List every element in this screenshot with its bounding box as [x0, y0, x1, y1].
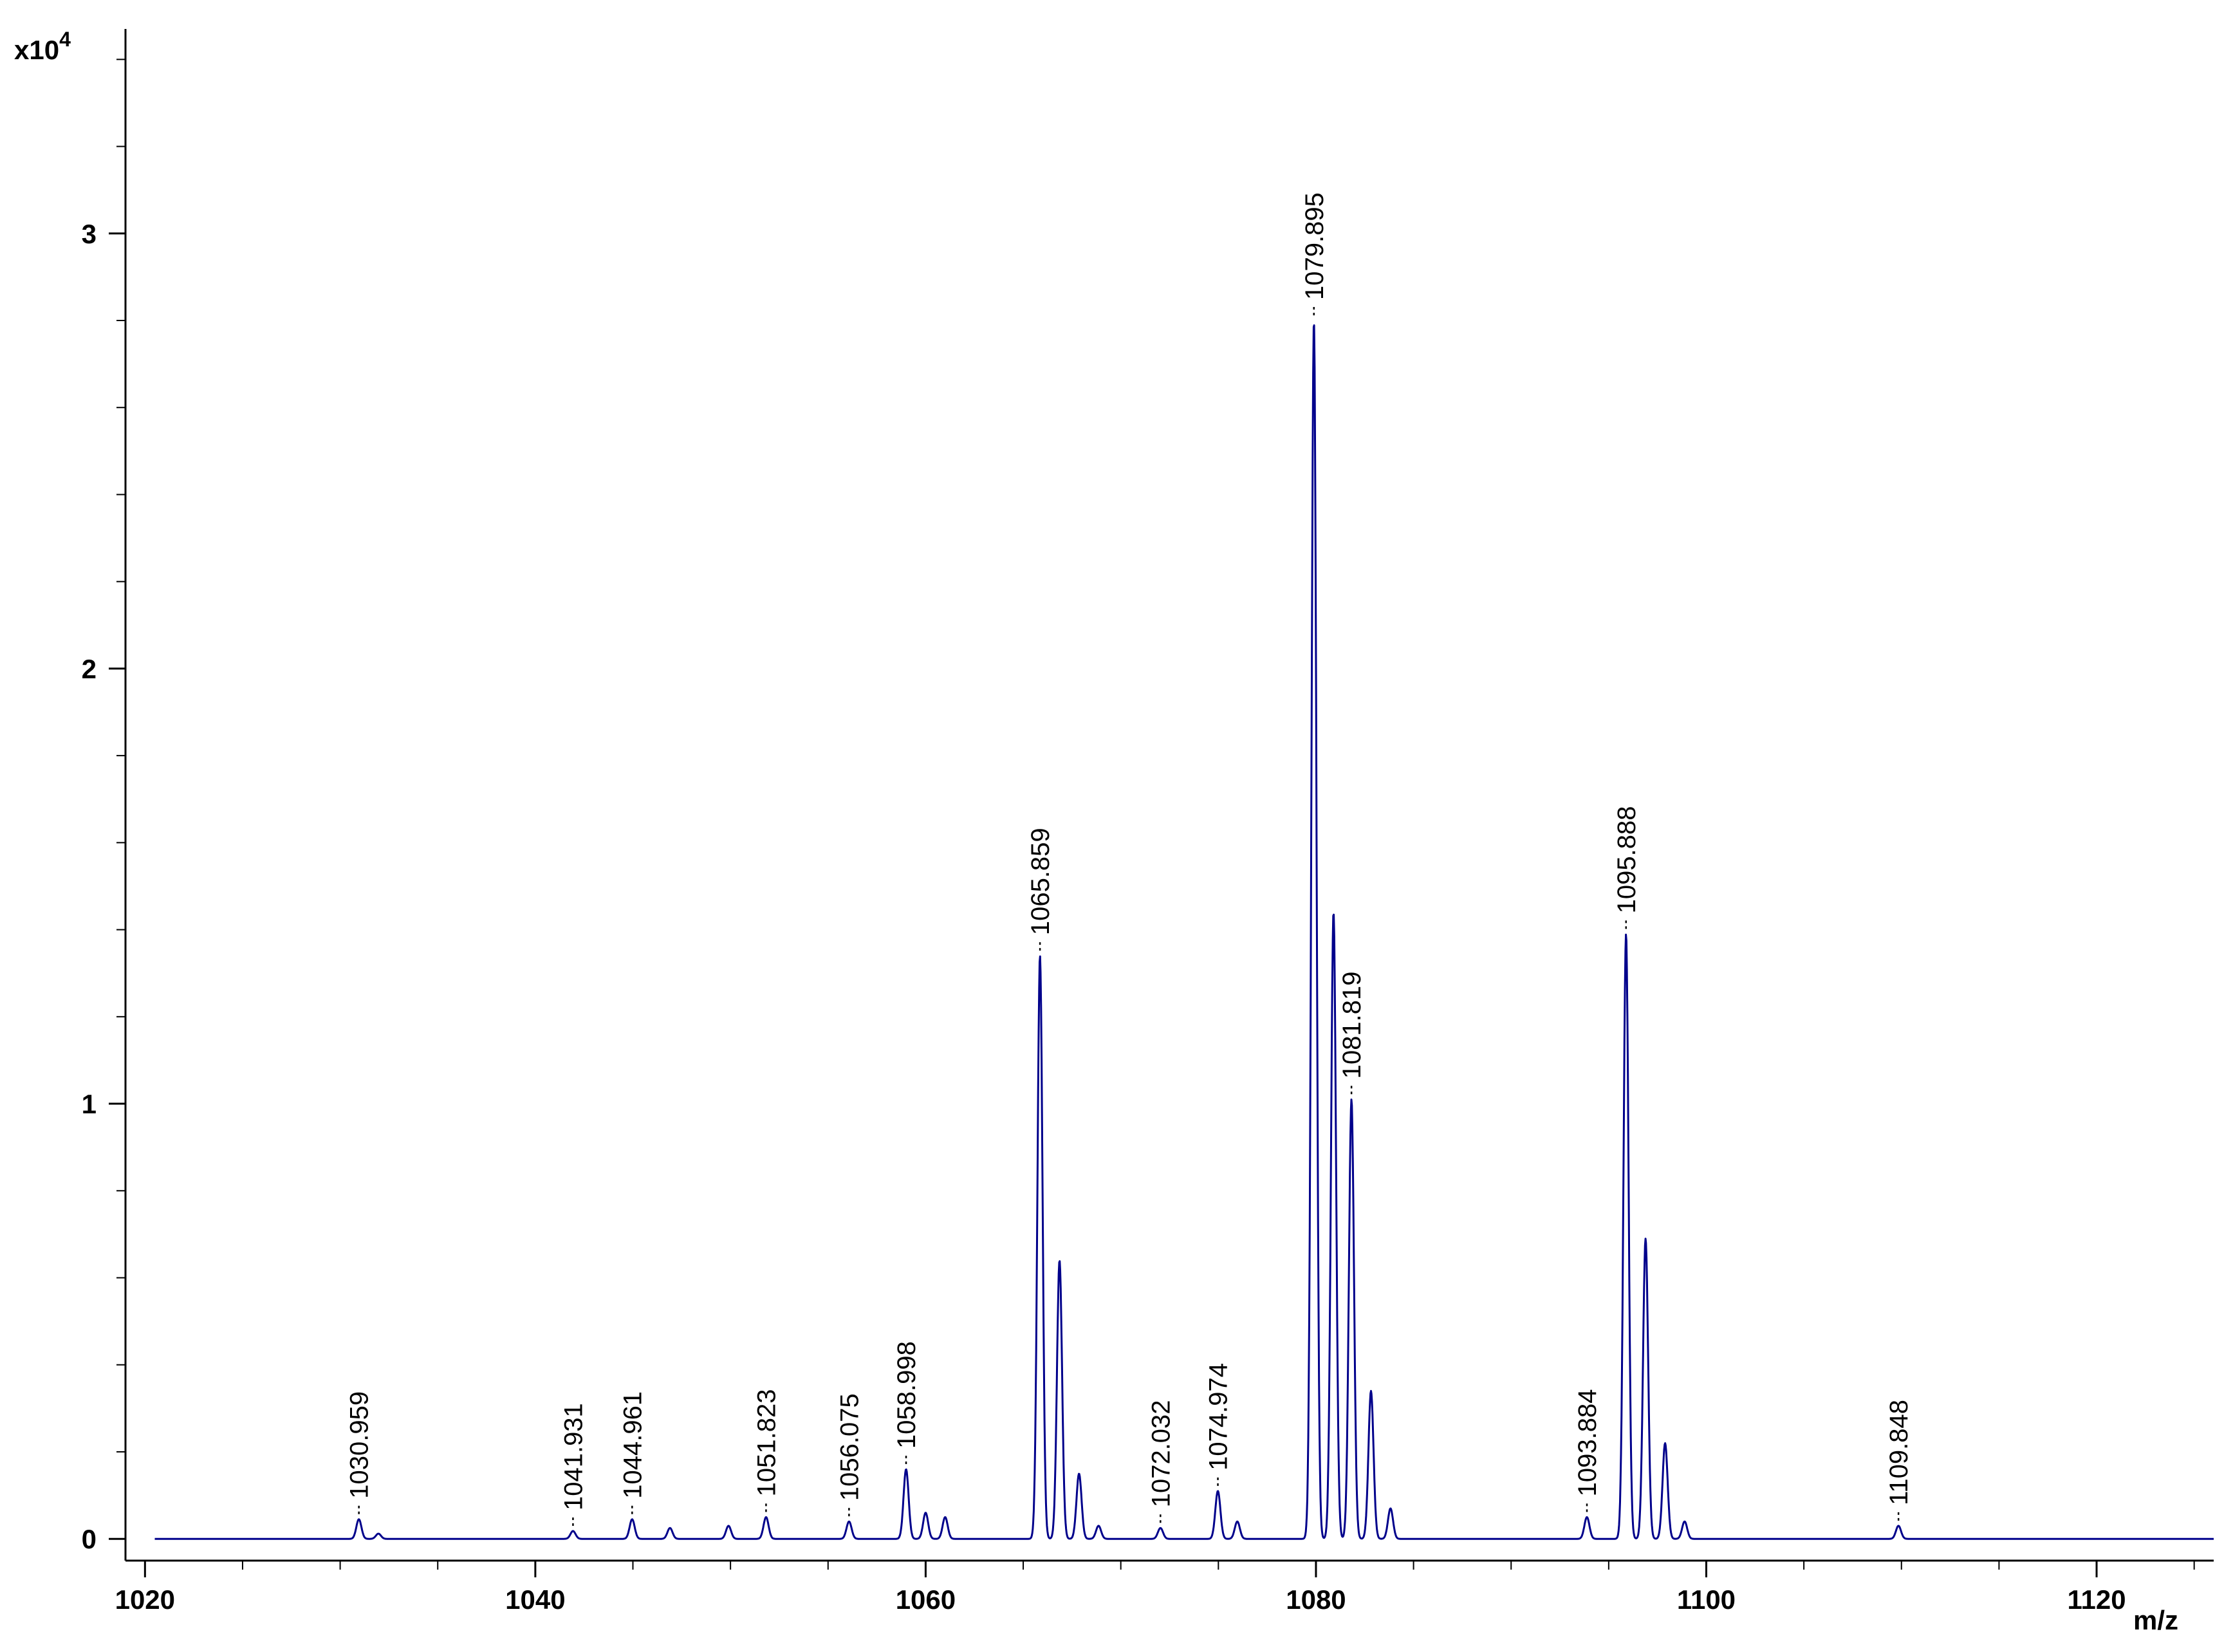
- y-tick-label: 0: [82, 1524, 97, 1554]
- x-tick-label: 1020: [115, 1584, 175, 1615]
- x-tick-label: 1120: [2067, 1584, 2126, 1615]
- peak-label: 1056.075: [835, 1393, 864, 1501]
- x-tick-label: 1080: [1286, 1584, 1346, 1615]
- x-ticks: 1020 1040 1060 1080 1100 1120: [115, 1561, 2126, 1615]
- peak-label: 1081.819: [1338, 971, 1366, 1079]
- peak-label: 1051.823: [752, 1389, 781, 1497]
- peak-label: 1030.959: [346, 1391, 374, 1499]
- y-tick-label: 3: [82, 219, 97, 249]
- peak-label: 1093.884: [1573, 1389, 1602, 1497]
- peak-label: 1065.859: [1026, 828, 1055, 935]
- axes: [124, 29, 2214, 1562]
- y-multiplier-exponent: 4: [59, 28, 71, 51]
- peak-label: 1079.895: [1301, 192, 1329, 300]
- peak-label: 1095.888: [1613, 806, 1641, 914]
- y-tick-label: 1: [82, 1089, 97, 1119]
- x-axis-label: m/z: [2133, 1605, 2178, 1635]
- minor-ticks: [116, 59, 2195, 1570]
- peak-label: 1041.931: [559, 1403, 588, 1510]
- y-axis-multiplier: x104: [14, 28, 71, 65]
- peak-label: 1044.961: [618, 1391, 647, 1499]
- x-tick-label: 1040: [505, 1584, 565, 1615]
- peak-label: 1058.998: [893, 1341, 921, 1449]
- x-tick-label: 1100: [1677, 1584, 1736, 1615]
- peak-label: 1072.032: [1147, 1400, 1175, 1507]
- y-ticks: 0 1 2 3: [82, 219, 125, 1554]
- x-tick-label: 1060: [896, 1584, 956, 1615]
- y-multiplier-base: x10: [14, 35, 59, 65]
- y-tick-label: 2: [82, 654, 97, 684]
- spectrum-trace: [154, 324, 2214, 1540]
- peak-label: 1074.974: [1205, 1363, 1233, 1471]
- peak-label-leaders: [358, 304, 1900, 1527]
- peak-labels: 1030.959 1041.931 1044.961 1051.823 1056.075…: [346, 192, 1913, 1510]
- peak-label: 1109.848: [1885, 1400, 1913, 1505]
